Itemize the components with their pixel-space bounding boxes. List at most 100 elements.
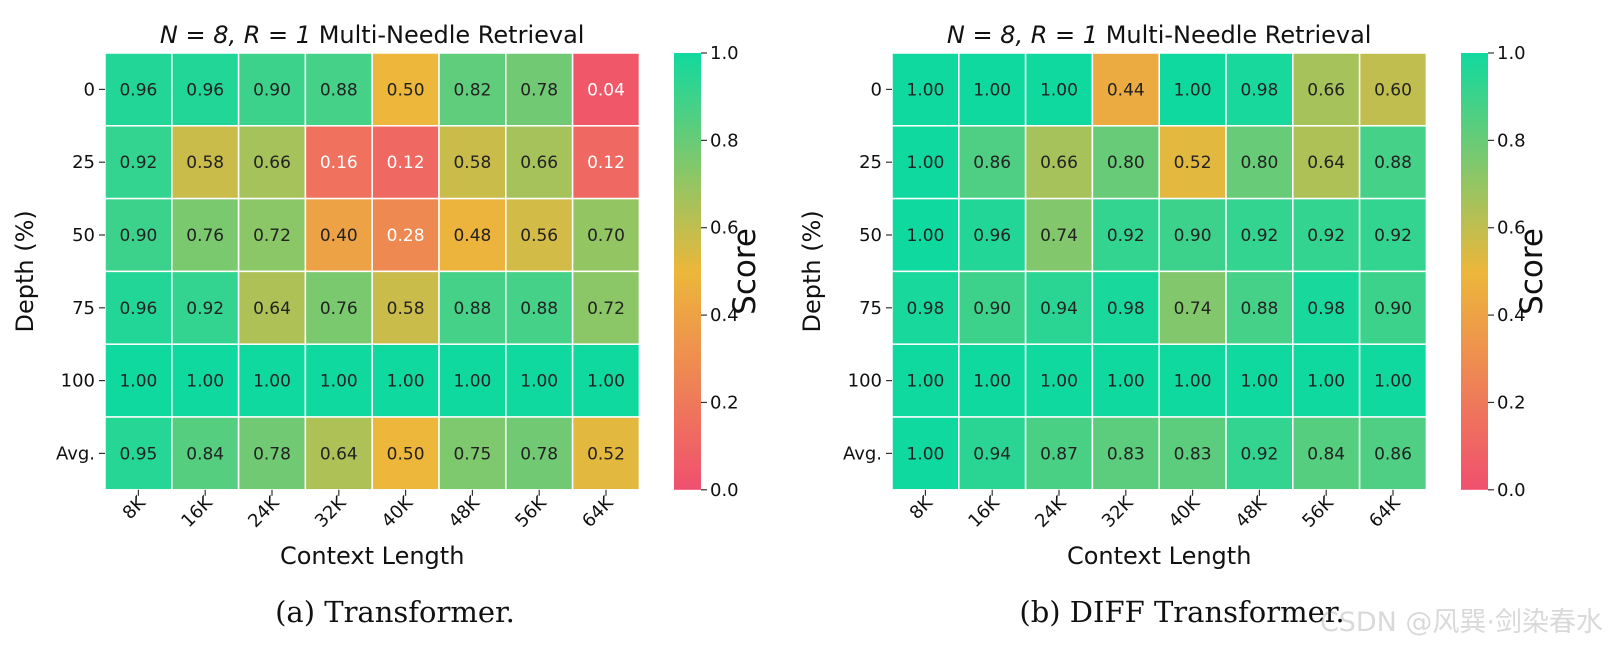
cell-value-label: 0.75: [453, 444, 491, 464]
heatmap-cell: [304, 343, 373, 418]
heatmap-cell: [891, 416, 960, 491]
heatmap-panel-1: 0.96 0.96 0.90 0.88 0.50 0.82 0.78 0.04 0.92 0.58…: [11, 21, 763, 629]
colorbar-tick-label: 0.4: [710, 305, 739, 326]
heatmap-cell: [171, 416, 240, 491]
cell-value-label: 0.78: [520, 80, 558, 100]
cell-value-label: 0.16: [320, 153, 358, 173]
cell-value-label: 0.12: [587, 153, 625, 173]
heatmap-cell: [1158, 52, 1227, 127]
cell-value-label: 0.90: [119, 226, 157, 246]
cell-value-label: 1.00: [320, 372, 358, 392]
x-tick-label: 32K: [311, 492, 351, 532]
cell-value-label: 0.40: [320, 226, 358, 246]
cell-value-label: 1.00: [1174, 80, 1212, 100]
y-tick-label: 100: [848, 371, 882, 392]
colorbar-tick-label: 0.6: [710, 218, 739, 239]
cell-value-label: 0.92: [1107, 226, 1145, 246]
figure-caption: (b) DIFF Transformer.: [1019, 595, 1344, 629]
heatmap-cell: [1024, 197, 1094, 273]
x-tick-label: 24K: [244, 492, 284, 532]
heatmap-cell: [958, 125, 1027, 200]
cell-value-label: 0.56: [520, 226, 558, 246]
cell-value-label: 1.00: [973, 80, 1011, 100]
x-tick-label: 64K: [578, 492, 618, 532]
heatmap-cell: [237, 52, 307, 127]
cell-value-label: 0.66: [1040, 153, 1078, 173]
heatmap-cell: [891, 52, 960, 127]
heatmap-cell: [505, 343, 574, 418]
heatmap-cell: [571, 416, 641, 491]
cell-value-label: 1.00: [387, 372, 425, 392]
cell-value-label: 0.78: [253, 444, 291, 464]
cell-value-label: 0.50: [387, 80, 425, 100]
heatmap-cell: [304, 125, 373, 200]
cell-value-label: 0.50: [387, 444, 425, 464]
x-tick-label: 40K: [378, 492, 418, 532]
heatmap-cell: [505, 416, 574, 491]
cell-value-label: 1.00: [1240, 372, 1278, 392]
heatmap-cell: [1091, 416, 1160, 491]
cell-value-label: 0.88: [320, 80, 358, 100]
chart-title-text: Multi-Needle Retrieval: [319, 21, 585, 49]
heatmap-cell: [1292, 416, 1361, 491]
heatmap-cell: [171, 125, 240, 200]
cell-value-label: 1.00: [253, 372, 291, 392]
cell-value-label: 0.58: [453, 153, 491, 173]
cell-value-label: 0.86: [973, 153, 1011, 173]
cell-value-label: 0.92: [186, 299, 224, 319]
cell-value-label: 0.88: [453, 299, 491, 319]
heatmap-cell: [371, 197, 440, 273]
cell-value-label: 1.00: [906, 80, 944, 100]
cell-value-label: 0.90: [1374, 299, 1412, 319]
heatmap-cell: [571, 197, 641, 273]
cell-value-label: 0.98: [1307, 299, 1345, 319]
cell-value-label: 0.66: [520, 153, 558, 173]
cell-value-label: 0.04: [587, 80, 625, 100]
cell-value-label: 1.00: [906, 444, 944, 464]
x-tick-label: 56K: [511, 492, 551, 532]
cell-value-label: 0.58: [186, 153, 224, 173]
y-tick-label: 50: [72, 225, 95, 246]
heatmap-cell: [1091, 343, 1160, 418]
colorbar-tick-label: 0.6: [1497, 218, 1526, 239]
heatmap-cell: [1091, 197, 1160, 273]
cell-value-label: 0.98: [1240, 80, 1278, 100]
cell-value-label: 0.96: [119, 80, 157, 100]
heatmap-cell: [304, 270, 373, 345]
heatmap-cell: [171, 197, 240, 273]
x-tick-label: 56K: [1298, 492, 1338, 532]
x-axis-label: Context Length: [1067, 542, 1251, 570]
cell-value-label: 1.00: [906, 153, 944, 173]
heatmap-cell: [1158, 416, 1227, 491]
cell-value-label: 0.92: [1240, 444, 1278, 464]
chart-title: N = 8, R = 1 Multi-Needle Retrieval: [160, 21, 585, 49]
heatmap-cell: [1024, 270, 1094, 345]
heatmap-cell: [571, 52, 641, 127]
heatmap-cell: [505, 197, 574, 273]
cell-value-label: 0.60: [1374, 80, 1412, 100]
cell-value-label: 1.00: [1107, 372, 1145, 392]
heatmap-cell: [1292, 197, 1361, 273]
cell-value-label: 0.72: [587, 299, 625, 319]
colorbar-tick-label: 0.2: [710, 392, 739, 413]
y-axis-label: Depth (%): [798, 210, 826, 332]
cell-value-label: 0.96: [973, 226, 1011, 246]
colorbar-tick-label: 0.4: [1497, 305, 1526, 326]
cell-value-label: 0.92: [1374, 226, 1412, 246]
heatmap-cell: [1358, 197, 1428, 273]
x-tick-label: 64K: [1365, 492, 1405, 532]
y-tick-label: Avg.: [56, 443, 95, 464]
cell-value-label: 1.00: [453, 372, 491, 392]
y-tick-label: Avg.: [843, 443, 882, 464]
colorbar-tick-label: 0.8: [710, 130, 739, 151]
y-tick-label: 75: [859, 298, 882, 319]
cell-value-label: 0.88: [1374, 153, 1412, 173]
cell-value-label: 0.90: [973, 299, 1011, 319]
cell-value-label: 0.86: [1374, 444, 1412, 464]
heatmap-cell: [371, 270, 440, 345]
cell-value-label: 0.66: [253, 153, 291, 173]
cell-value-label: 0.74: [1040, 226, 1078, 246]
cell-value-label: 1.00: [1040, 80, 1078, 100]
cell-value-label: 0.84: [186, 444, 224, 464]
y-tick-label: 100: [61, 371, 95, 392]
